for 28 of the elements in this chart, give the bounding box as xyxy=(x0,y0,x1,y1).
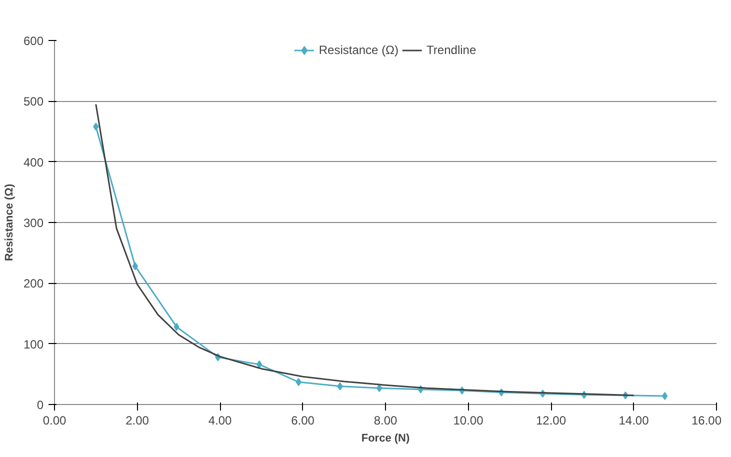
x-tick-label: 2.00 xyxy=(126,414,150,428)
x-axis-title: Force (N) xyxy=(361,432,410,444)
x-tick-label: 16.00 xyxy=(691,414,722,428)
point xyxy=(376,384,382,392)
y-tick-label: 100 xyxy=(23,337,44,352)
x-tick-label: 14.00 xyxy=(618,414,650,428)
legend-label: Resistance (Ω) xyxy=(318,43,399,57)
point xyxy=(337,382,343,390)
x-tick-label: 10.00 xyxy=(453,414,484,428)
x-tick-label: 4.00 xyxy=(208,414,232,428)
y-tick-label: 500 xyxy=(23,94,44,109)
point xyxy=(662,392,668,400)
point xyxy=(296,378,302,386)
y-tick-label: 300 xyxy=(23,216,44,230)
y-tick-label: 0 xyxy=(36,398,44,412)
x-tick-label: 0.00 xyxy=(42,414,67,428)
y-tick-label: 600 xyxy=(23,34,44,48)
point xyxy=(174,322,180,331)
point xyxy=(256,360,262,368)
point xyxy=(132,262,138,270)
x-tick-label: 6.00 xyxy=(291,414,315,428)
x-tick-label: 12.00 xyxy=(536,414,566,428)
point xyxy=(93,122,99,131)
y-axis-title: Resistance (Ω) xyxy=(3,184,16,262)
y-tick-label: 400 xyxy=(23,155,44,170)
legend-label: Trendline xyxy=(426,43,476,57)
y-tick-label: 200 xyxy=(23,276,44,291)
x-tick-label: 8.00 xyxy=(374,414,398,428)
